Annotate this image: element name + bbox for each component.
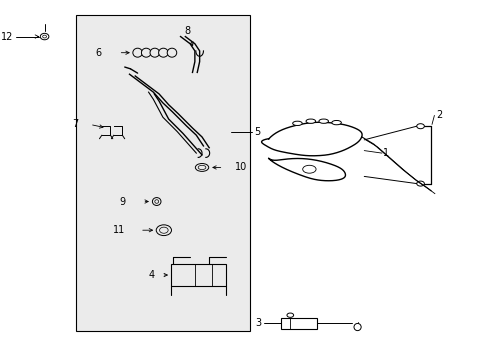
Ellipse shape bbox=[305, 119, 315, 123]
Text: 12: 12 bbox=[1, 32, 14, 41]
Text: 2: 2 bbox=[435, 111, 441, 121]
Ellipse shape bbox=[198, 165, 205, 170]
Ellipse shape bbox=[42, 35, 46, 38]
Ellipse shape bbox=[159, 227, 168, 233]
Bar bbox=[171, 264, 225, 286]
Text: 7: 7 bbox=[72, 120, 78, 129]
Ellipse shape bbox=[156, 225, 171, 235]
Ellipse shape bbox=[331, 121, 341, 125]
Ellipse shape bbox=[150, 48, 159, 57]
Text: 9: 9 bbox=[120, 197, 125, 207]
Text: 11: 11 bbox=[113, 225, 125, 235]
Ellipse shape bbox=[416, 124, 424, 129]
Ellipse shape bbox=[292, 121, 302, 126]
Text: 4: 4 bbox=[148, 270, 154, 280]
Ellipse shape bbox=[40, 33, 49, 40]
Ellipse shape bbox=[167, 48, 176, 57]
Text: 5: 5 bbox=[254, 127, 260, 136]
Text: 3: 3 bbox=[255, 319, 261, 328]
Ellipse shape bbox=[286, 313, 293, 318]
Ellipse shape bbox=[133, 48, 142, 57]
Ellipse shape bbox=[141, 48, 151, 57]
Bar bbox=[280, 318, 316, 329]
Text: 10: 10 bbox=[235, 162, 247, 172]
Bar bbox=[76, 15, 249, 330]
Text: 1: 1 bbox=[383, 148, 388, 158]
Ellipse shape bbox=[353, 323, 361, 330]
Text: 6: 6 bbox=[96, 48, 102, 58]
Ellipse shape bbox=[195, 163, 208, 171]
Ellipse shape bbox=[152, 198, 161, 206]
Ellipse shape bbox=[158, 48, 168, 57]
Ellipse shape bbox=[155, 200, 158, 203]
Text: 8: 8 bbox=[184, 26, 193, 46]
Ellipse shape bbox=[318, 119, 328, 123]
Ellipse shape bbox=[416, 181, 424, 186]
